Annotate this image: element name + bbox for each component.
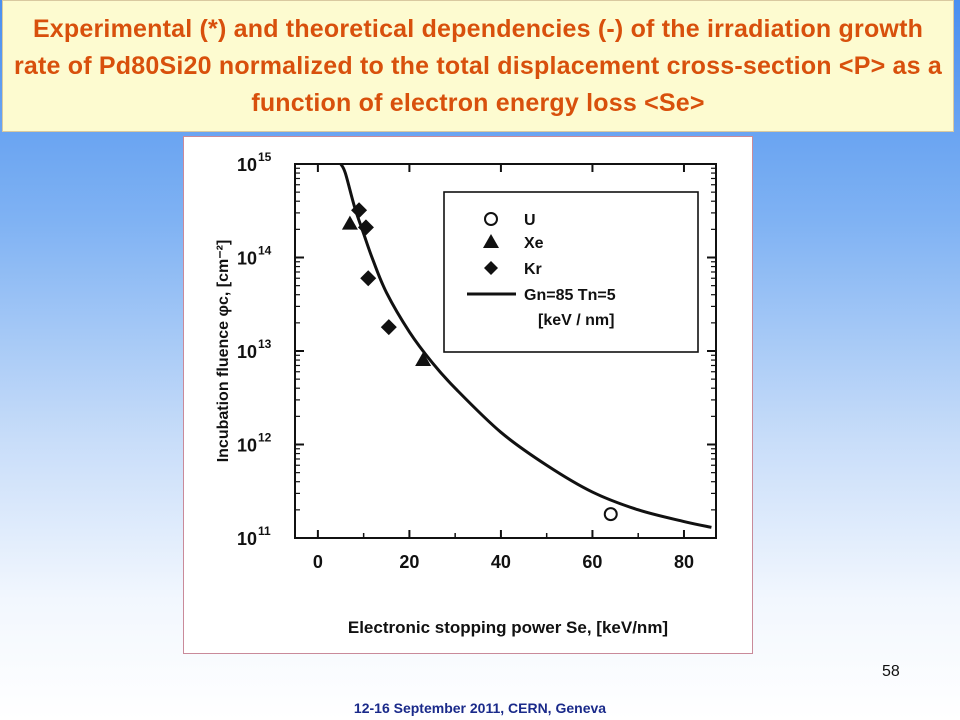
data-points [341,202,618,522]
legend: U Xe Kr Gn=85 Tn=5 [keV / nm] [443,191,699,353]
x-tick-label: 60 [582,552,602,572]
x-axis-ticks: 0 20 40 60 80 [313,164,694,572]
y-tick-label: 10 [237,155,257,175]
legend-marker-u [484,212,498,226]
legend-label-theory: Gn=85 Tn=5 [524,287,616,304]
y-tick-exponent: 14 [258,244,272,258]
x-tick-label: 0 [313,552,323,572]
y-axis-label: Incubation fluence φc, [cm⁻²] [215,240,232,463]
figure-frame: 0 20 40 60 80 10 11 10 12 10 13 10 14 10 15 U Xe Kr G… [183,136,753,654]
footer-text: 12-16 September 2011, CERN, Geneva [353,700,607,716]
legend-label-kr: Kr [524,261,542,278]
data-point-kr [360,270,377,287]
legend-label-xe: Xe [524,235,544,252]
y-tick-label: 10 [237,342,257,362]
data-point-kr [357,219,374,236]
legend-unit-note: [keV / nm] [538,312,614,329]
y-tick-label: 10 [237,249,257,269]
data-point-xe [415,352,432,367]
legend-marker-xe [483,234,499,248]
slide-title-box: Experimental (*) and theoretical depende… [2,0,954,132]
y-tick-label: 10 [237,529,257,549]
x-tick-label: 40 [491,552,511,572]
legend-label-u: U [524,212,536,229]
slide-title: Experimental (*) and theoretical depende… [13,14,942,117]
page-number: 58 [882,663,900,680]
data-point-xe [341,215,358,230]
y-tick-exponent: 11 [258,524,271,538]
y-tick-exponent: 12 [258,431,272,445]
data-point-kr [380,319,397,336]
data-point-kr [351,202,368,219]
y-tick-exponent: 15 [258,150,272,164]
y-tick-label: 10 [237,436,257,456]
x-tick-label: 20 [399,552,419,572]
x-tick-label: 80 [674,552,694,572]
data-point-u [603,507,618,522]
y-tick-exponent: 13 [258,337,272,351]
legend-marker-kr [484,261,498,275]
x-axis-label: Electronic stopping power Se, [keV/nm] [348,618,668,637]
